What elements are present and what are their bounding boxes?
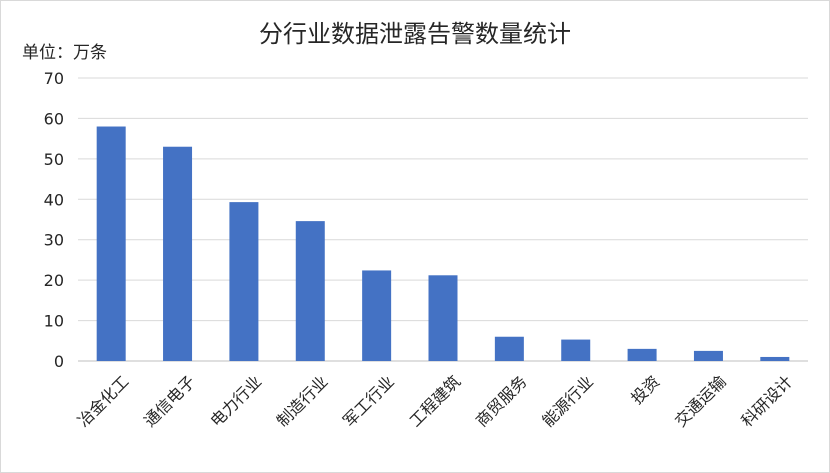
x-category-label: 军工行业 [339,372,398,431]
bar [561,339,591,361]
x-category-label: 制造行业 [273,372,332,431]
y-tick-label: 0 [54,352,64,371]
bar [229,202,259,361]
bar [494,336,524,361]
bar [96,126,126,361]
bar [627,348,657,361]
x-category-label: 通信电子 [140,372,199,431]
x-category-label: 交通运输 [671,372,730,431]
x-category-label: 冶金化工 [74,372,133,431]
y-tick-label: 60 [44,109,64,128]
x-category-label: 商贸服务 [472,372,531,431]
y-axis-ticks: 0 10 20 30 40 50 60 70 [44,69,64,371]
bar [428,275,458,361]
x-category-label: 能源行业 [538,372,597,431]
bars [96,126,790,361]
x-category-label: 投资 [627,372,663,408]
x-category-label: 工程建筑 [406,372,465,431]
y-tick-label: 50 [44,150,64,169]
unit-label: 单位：万条 [22,43,107,63]
chart-title: 分行业数据泄露告警数量统计 [259,20,571,48]
y-tick-label: 40 [44,190,64,209]
bar [295,221,325,361]
bar [693,350,723,361]
x-category-label: 科研设计 [737,372,796,431]
y-tick-label: 70 [44,69,64,88]
x-category-label: 电力行业 [207,372,266,431]
x-axis-labels: 冶金化工 通信电子 电力行业 制造行业 军工行业 工程建筑 商贸服务 能源行业 投资 交通运输 科研… [74,372,796,431]
y-tick-label: 20 [44,271,64,290]
y-tick-label: 10 [44,312,64,331]
bar [760,356,790,361]
bar [163,146,193,361]
bar [362,270,392,361]
y-tick-label: 30 [44,231,64,250]
gridlines [78,77,808,362]
